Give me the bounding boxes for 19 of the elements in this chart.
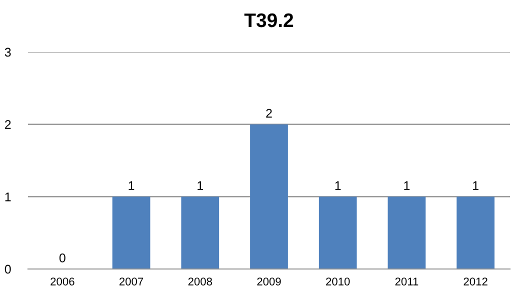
data-label: 1	[335, 181, 341, 190]
x-tick-label: 2011	[395, 278, 418, 286]
x-tick-label: 2008	[188, 278, 212, 286]
data-label: 2	[266, 108, 272, 118]
x-tick-label: 2010	[326, 278, 350, 286]
y-tick-label: 3	[4, 48, 11, 57]
x-tick-label: 2012	[464, 278, 488, 286]
chart-title: T39.2	[244, 13, 294, 28]
data-label: 1	[473, 181, 478, 190]
x-tick-label: 2007	[119, 278, 144, 286]
x-tick-label: 2009	[257, 278, 281, 286]
data-label: 1	[198, 181, 204, 190]
data-label: 1	[404, 181, 410, 190]
data-label: 0	[59, 254, 66, 262]
y-tick-label: 2	[5, 120, 11, 129]
data-label: 1	[128, 181, 134, 190]
x-tick-label: 2006	[50, 278, 74, 286]
y-tick-label: 1	[5, 192, 11, 202]
y-tick-label: 0	[4, 264, 11, 274]
